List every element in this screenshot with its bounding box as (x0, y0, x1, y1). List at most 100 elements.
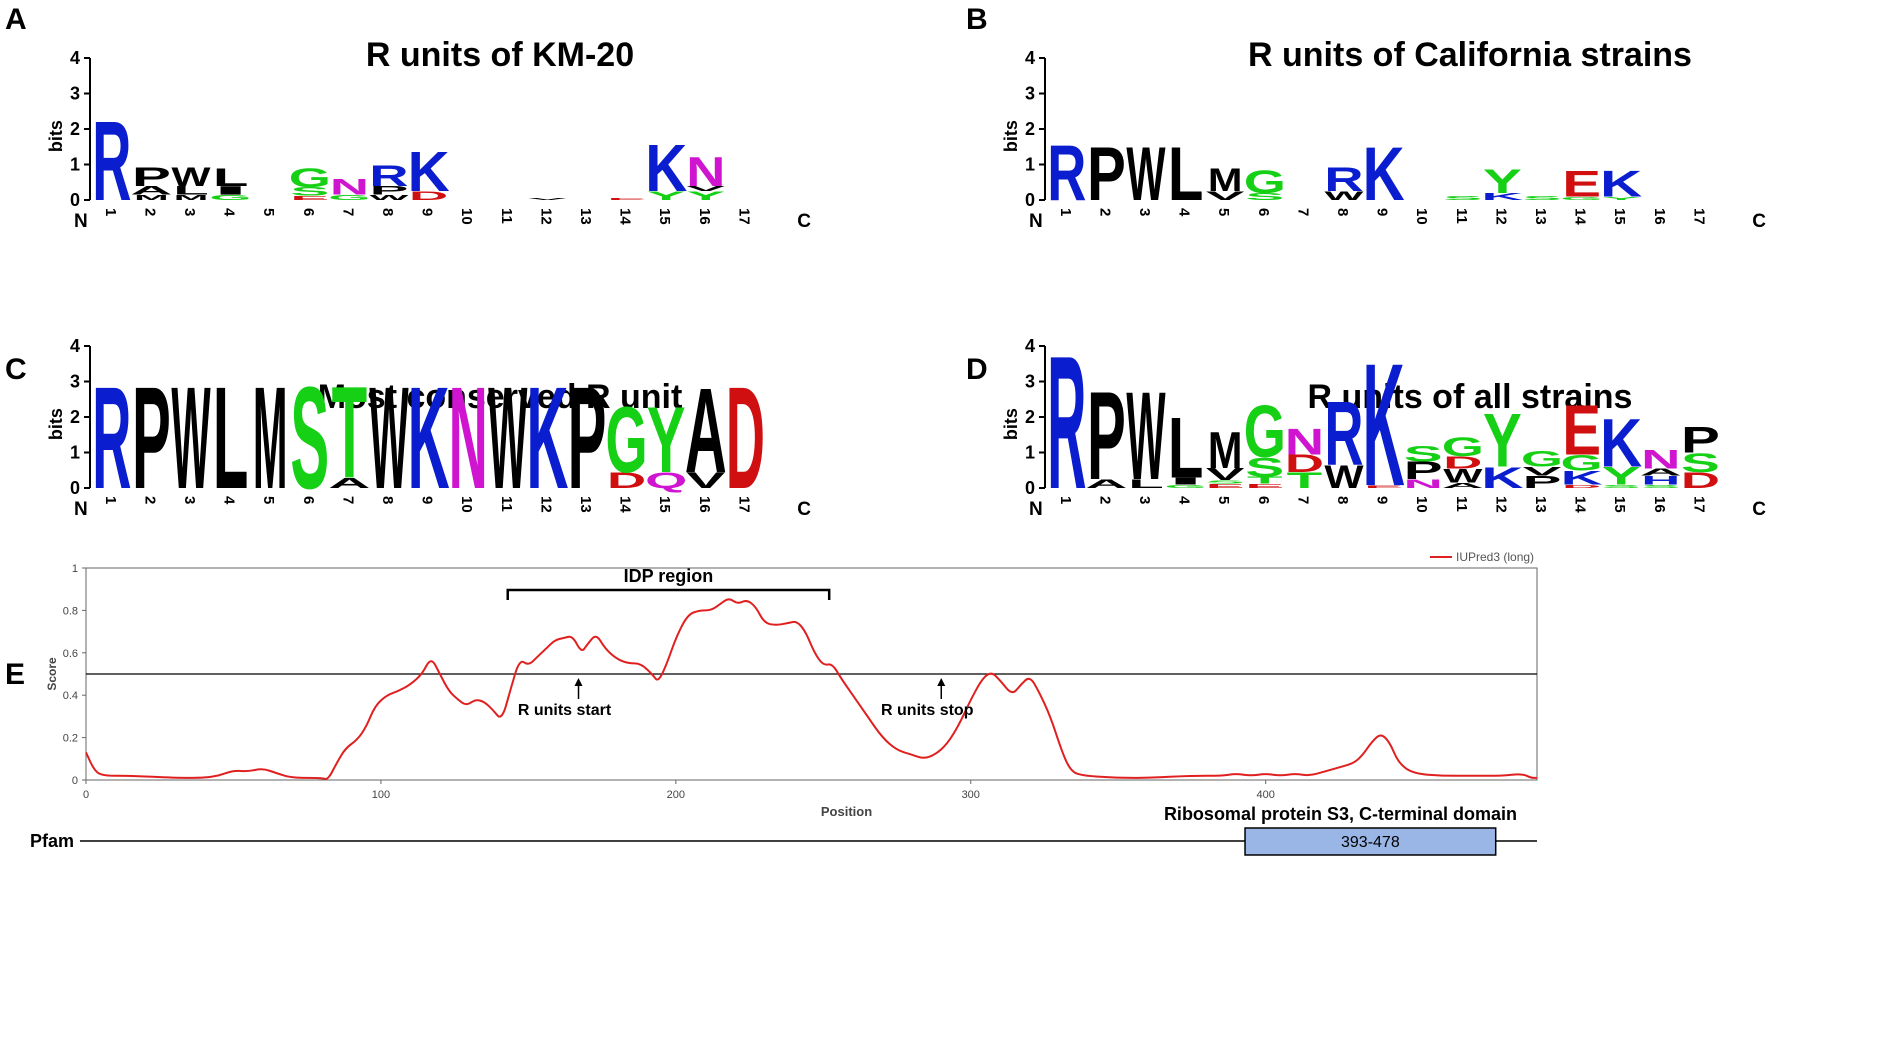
logo-position-label: 4 (221, 208, 238, 217)
logo-position-label: 12 (537, 496, 554, 513)
logo-letter-g: G (1561, 196, 1603, 201)
logo-letter-e: E (290, 195, 329, 202)
logo-position-label: 15 (656, 496, 673, 513)
plot-y-tick-label: 0.2 (63, 733, 78, 745)
logo-position-label: 10 (458, 496, 475, 513)
panel-letter-d: D (966, 353, 988, 386)
r-units-stop-arrowhead (937, 678, 946, 686)
logo-letter-s: S (1523, 195, 1562, 202)
logo-letter-g: G (328, 193, 370, 201)
logo-letter-k: K (1600, 164, 1642, 205)
logo-position-label: 11 (498, 496, 515, 512)
logo-position-label: 13 (577, 496, 594, 513)
logo-letter-d: D (1562, 484, 1601, 489)
logo-position-label: 8 (379, 496, 396, 504)
logo-title-c: Most conserved R unit (317, 378, 683, 416)
logo-position-label: 17 (1690, 496, 1707, 513)
logo-n-terminus: N (74, 211, 88, 232)
logo-letter-d: D (607, 468, 646, 493)
logo-letter-r: R (92, 358, 131, 520)
logo-letter-s: S (1443, 195, 1482, 202)
logo-position-label: 11 (1453, 496, 1470, 512)
logo-letter-w: W (369, 194, 409, 202)
logo-position-label: 10 (458, 208, 475, 225)
logo-letter-e: E (1206, 483, 1245, 490)
logo-position-label: 13 (1532, 496, 1549, 513)
logo-position-label: 6 (300, 496, 317, 504)
logo-position-label: 4 (1176, 496, 1193, 505)
logo-letter-t: T (1247, 475, 1283, 486)
logo-letter-e: E (1562, 390, 1601, 470)
logo-letter-t: T (1287, 468, 1323, 493)
logo-position-label: 2 (1096, 208, 1113, 216)
logo-y-label: bits (46, 408, 66, 440)
panel-letter-e: E (5, 658, 26, 691)
iupred-line (85, 598, 1537, 781)
logo-letter-s: S (1641, 484, 1680, 489)
plot-x-label: Position (821, 804, 872, 819)
logo-letter-r: R (92, 98, 131, 224)
logo-position-label: 14 (617, 496, 634, 513)
logo-letter-p: P (132, 161, 171, 191)
logo-position-label: 11 (1453, 208, 1470, 224)
logo-letter-l: L (213, 164, 249, 191)
logo-letter-y: Y (1602, 196, 1641, 201)
logo-position-label: 7 (339, 208, 356, 216)
logo-position-label: 14 (1572, 496, 1589, 513)
logo-letter-w: W (369, 356, 408, 519)
logo-letter-w: W (171, 356, 210, 519)
logo-y-tick-label: 3 (70, 84, 80, 104)
logo-position-label: 7 (1294, 496, 1311, 504)
logo-letter-d: D (1285, 450, 1324, 478)
logo-letter-w: W (1126, 365, 1165, 506)
logo-title-a: R units of KM-20 (365, 36, 635, 74)
logo-position-label: 2 (141, 496, 158, 504)
logo-letter-a: A (1085, 477, 1127, 491)
logo-position-label: 4 (221, 496, 238, 505)
legend-label: IUPred3 (long) (1456, 550, 1534, 564)
logo-position-label: 9 (419, 496, 436, 504)
logo-letter-s: S (1206, 479, 1245, 484)
logo-letter-l: L (1168, 399, 1204, 496)
logo-letter-v: V (686, 468, 726, 493)
logo-position-label: 12 (1492, 208, 1509, 225)
logo-letter-k: K (526, 358, 568, 520)
logo-letter-v: V (1523, 464, 1562, 478)
logo-letter-k: K (408, 141, 450, 204)
logo-letter-v: V (1206, 189, 1245, 203)
logo-letter-y: Y (1602, 463, 1641, 490)
logo-letter-l: L (213, 358, 249, 520)
logo-letter-g: G (1244, 390, 1286, 473)
logo-position-label: 17 (735, 496, 752, 513)
logo-y-tick-label: 3 (70, 372, 80, 392)
logo-letter-p: P (1523, 473, 1562, 492)
logo-letter-d: D (1443, 453, 1482, 472)
logo-position-label: 1 (102, 496, 119, 504)
logo-letter-g: G (606, 389, 648, 493)
logo-letter-m: M (174, 194, 209, 202)
logo-letter-e: E (607, 197, 646, 200)
pfam-domain-title: Ribosomal protein S3, C-terminal domain (1164, 804, 1517, 824)
logo-position-label: 17 (1690, 208, 1707, 225)
r-units-start-label: R units start (518, 702, 612, 719)
disorder-plot: 0 0.2 0.4 0.6 0.8 1 0 100 200 300 400 Position Score… (30, 550, 1538, 856)
logo-n-terminus: N (74, 499, 88, 520)
logo-letter-n: N (1285, 421, 1324, 462)
logo-y-tick-label: 0 (70, 190, 80, 210)
logo-letter-n: N (686, 149, 725, 196)
plot-x-tick-label: 200 (667, 789, 685, 801)
logo-letter-n: N (330, 175, 369, 200)
logo-y-tick-label: 2 (70, 407, 80, 427)
logo-position-label: 16 (696, 208, 713, 225)
logo-position-label: 2 (1096, 496, 1113, 504)
logo-letter-k: K (1600, 404, 1642, 482)
logo-letter-g: G (1521, 447, 1563, 472)
logo-letter-m: M (1208, 162, 1243, 198)
logo-letter-w: W (171, 162, 211, 192)
panel-letter-b: B (966, 3, 988, 36)
logo-position-label: 2 (141, 208, 158, 216)
logo-y-tick-label: 0 (1025, 478, 1035, 498)
logo-letter-k: K (1481, 461, 1523, 494)
